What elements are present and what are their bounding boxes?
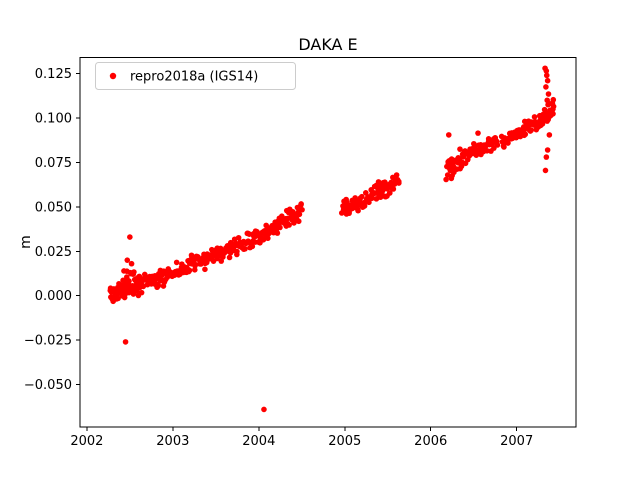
y-tick-label: 0.125 xyxy=(35,67,72,82)
data-point xyxy=(127,234,133,240)
y-tick-label: 0.100 xyxy=(35,112,72,127)
data-point xyxy=(131,269,137,275)
data-point xyxy=(545,101,551,108)
data-point xyxy=(246,231,253,237)
data-point xyxy=(445,132,452,138)
y-tick-label: 0.050 xyxy=(35,200,72,215)
data-point xyxy=(543,68,550,74)
data-point xyxy=(346,209,352,215)
y-tick-label: −0.025 xyxy=(24,334,72,349)
data-point xyxy=(444,172,451,178)
plot-border xyxy=(79,57,577,428)
data-point xyxy=(298,201,304,207)
data-point xyxy=(359,193,365,200)
data-point xyxy=(265,235,271,242)
data-point xyxy=(395,178,402,185)
data-point xyxy=(121,284,128,290)
axis-ticks: 2002 2003 2004 2005 2006 2007 −0.050 −0.025 0.00… xyxy=(24,67,533,449)
data-point xyxy=(186,267,193,274)
data-point xyxy=(138,289,145,296)
data-point xyxy=(545,91,552,97)
legend-marker-icon xyxy=(109,72,117,80)
data-point xyxy=(249,243,256,250)
data-point xyxy=(471,140,477,147)
data-point xyxy=(494,142,501,148)
data-point xyxy=(155,282,162,289)
legend: repro2018a (IGS14) xyxy=(95,62,296,90)
data-point xyxy=(124,257,131,263)
data-point xyxy=(286,222,292,228)
data-point xyxy=(140,283,147,290)
data-point xyxy=(475,130,481,136)
data-point xyxy=(128,287,134,293)
data-point xyxy=(115,295,121,302)
data-point xyxy=(542,167,549,174)
data-point xyxy=(528,127,535,133)
y-axis-label: m xyxy=(18,235,34,249)
data-point xyxy=(543,154,550,160)
data-point xyxy=(390,186,397,192)
data-point xyxy=(295,218,302,225)
data-point xyxy=(505,140,511,146)
data-point xyxy=(277,224,283,231)
data-point xyxy=(546,132,553,138)
x-tick-label: 2004 xyxy=(242,434,275,449)
x-tick-label: 2007 xyxy=(500,434,533,449)
data-point xyxy=(299,206,305,213)
data-point xyxy=(234,248,240,255)
data-point xyxy=(122,339,129,345)
data-point xyxy=(235,234,242,241)
data-point xyxy=(448,175,455,182)
data-point xyxy=(543,72,550,79)
data-point xyxy=(119,288,125,294)
data-point xyxy=(386,190,393,196)
data-point xyxy=(543,84,549,90)
data-point xyxy=(550,103,557,110)
data-point xyxy=(550,111,556,117)
data-point xyxy=(531,114,538,120)
data-point xyxy=(242,246,248,252)
data-point xyxy=(544,77,551,84)
y-tick-label: 0.000 xyxy=(35,289,72,304)
x-tick-label: 2005 xyxy=(328,434,361,449)
legend-label: repro2018a (IGS14) xyxy=(130,70,258,85)
data-point xyxy=(443,176,449,183)
data-point xyxy=(522,131,529,138)
data-point xyxy=(121,294,128,301)
data-point xyxy=(544,97,550,104)
data-point xyxy=(202,266,208,273)
y-tick-label: −0.050 xyxy=(24,378,72,393)
data-point xyxy=(501,144,507,150)
x-tick-label: 2006 xyxy=(414,434,447,449)
x-tick-label: 2002 xyxy=(70,434,103,449)
data-point xyxy=(173,259,180,266)
legend-box xyxy=(95,62,296,90)
y-tick-label: 0.025 xyxy=(35,245,72,260)
data-point xyxy=(192,261,199,268)
data-point xyxy=(550,96,557,103)
data-point xyxy=(126,278,132,284)
data-point xyxy=(261,406,267,413)
data-point xyxy=(128,260,135,267)
data-point xyxy=(296,211,303,218)
data-point xyxy=(544,147,551,153)
chart-title: DAKA E xyxy=(298,35,357,54)
data-point xyxy=(457,146,463,152)
data-point xyxy=(274,230,281,236)
y-tick-label: 0.075 xyxy=(35,156,72,171)
scatter-series xyxy=(107,65,557,413)
data-point xyxy=(393,172,400,178)
data-point xyxy=(191,267,198,273)
data-point xyxy=(382,179,388,185)
data-point xyxy=(354,206,361,212)
x-tick-label: 2003 xyxy=(156,434,189,449)
data-point xyxy=(361,203,368,209)
data-point xyxy=(226,254,233,261)
